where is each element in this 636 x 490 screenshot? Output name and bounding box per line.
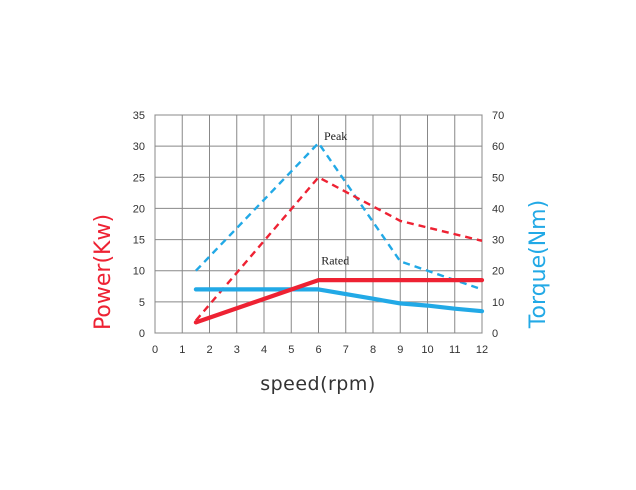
x-tick-label: 10 [421, 344, 433, 356]
y-right-tick-label: 60 [492, 141, 504, 153]
x-tick-label: 5 [288, 344, 294, 356]
y-left-tick-label: 30 [133, 141, 145, 153]
x-tick-label: 1 [179, 344, 185, 356]
y-right-tick-label: 40 [492, 203, 504, 215]
y-axis-right-label: Torque(Nm) [526, 200, 551, 329]
y-axis-left-label: Power(Kw) [91, 214, 116, 330]
y-left-tick-label: 10 [133, 266, 145, 278]
y-left-tick-label: 15 [133, 235, 145, 247]
grid-lines [154, 114, 483, 334]
y-left-tick-label: 35 [133, 110, 145, 122]
y-right-tick-label: 20 [492, 266, 504, 278]
x-tick-label: 9 [397, 344, 403, 356]
series-line-power-rated [193, 278, 485, 325]
x-tick-label: 2 [206, 344, 212, 356]
x-tick-label: 11 [449, 344, 460, 356]
y-left-tick-label: 25 [133, 172, 145, 184]
annotation-layer: Peak Rated [321, 129, 349, 268]
series-line-torque-peak [195, 141, 483, 291]
x-tick-label: 4 [261, 344, 267, 356]
x-tick-labels: 0 1 2 3 4 5 6 7 8 9 10 11 12 [152, 344, 488, 356]
y-right-tick-label: 10 [492, 297, 504, 309]
x-tick-label: 12 [476, 344, 488, 356]
y-right-tick-label: 30 [492, 235, 504, 247]
annotation-label: Rated [321, 253, 349, 267]
x-tick-label: 7 [343, 344, 349, 356]
series-line-torque-rated [193, 287, 485, 314]
y-right-tick-labels: 0 10 20 30 40 50 60 70 [492, 110, 504, 340]
x-axis-label: speed(rpm) [260, 373, 376, 395]
y-right-tick-label: 50 [492, 172, 504, 184]
x-tick-label: 6 [315, 344, 321, 356]
y-right-tick-label: 70 [492, 110, 504, 122]
y-left-tick-label: 0 [139, 328, 145, 340]
x-tick-label: 0 [152, 344, 158, 356]
series-line-power-peak [194, 176, 483, 322]
x-tick-label: 3 [234, 344, 240, 356]
y-left-tick-label: 20 [133, 203, 145, 215]
annotation-label: Peak [324, 129, 347, 143]
y-right-tick-label: 0 [492, 328, 498, 340]
series-layer [193, 141, 485, 325]
y-left-tick-labels: 0 5 10 15 20 25 30 35 [133, 110, 145, 340]
y-left-tick-label: 5 [139, 297, 145, 309]
x-tick-label: 8 [370, 344, 376, 356]
